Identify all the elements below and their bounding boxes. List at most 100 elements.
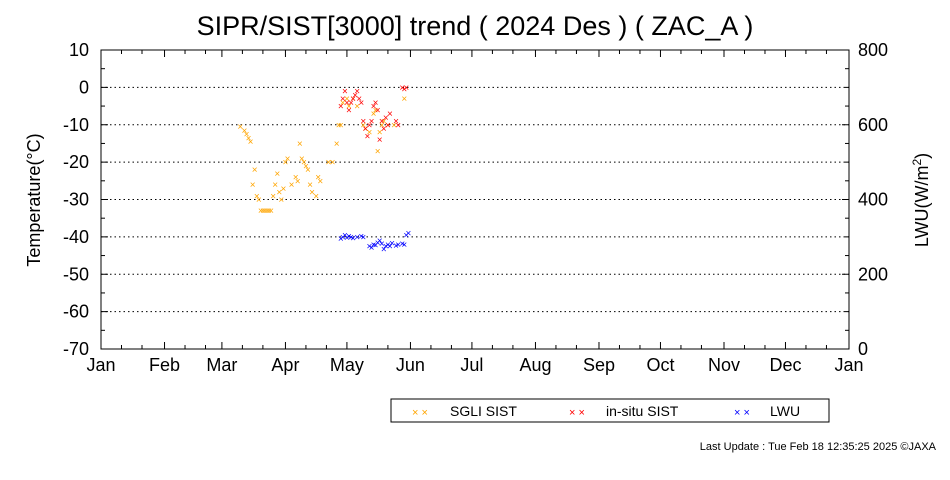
lwu-point: × (348, 232, 354, 243)
sgli-sist-point: × (350, 94, 356, 105)
lwu-point: × (379, 239, 385, 250)
sgli-sist-point: × (293, 173, 299, 184)
lwu-point: × (375, 238, 381, 249)
sgli-sist-point: × (336, 120, 342, 131)
sgli-sist-point: × (334, 139, 340, 150)
sgli-sist-point: × (338, 120, 344, 131)
insitu-sist-point: × (383, 113, 389, 124)
y-tick-label: -30 (63, 190, 89, 210)
sgli-sist-point: × (379, 120, 385, 131)
lwu-point: × (381, 244, 387, 255)
x-tick-label: Jun (396, 355, 425, 375)
sgli-sist-point: × (371, 109, 377, 120)
insitu-sist-point: × (379, 117, 385, 128)
sgli-sist-point: × (248, 137, 254, 148)
insitu-sist-point: × (375, 105, 381, 116)
lwu-point: × (385, 240, 391, 251)
y2-axis-label-sup: 2 (910, 159, 924, 166)
sgli-sist-point: × (276, 188, 282, 199)
y2-tick-label: 400 (858, 190, 888, 210)
insitu-sist-point: × (393, 117, 399, 128)
sgli-sist-point: × (274, 169, 280, 180)
lwu-point: × (401, 240, 407, 251)
x-tick-label: Jan (86, 355, 115, 375)
lwu-point: × (405, 229, 411, 240)
insitu-sist-point: × (401, 85, 407, 96)
y-tick-label: -60 (63, 302, 89, 322)
y-axis-label: Temperature(°C) (24, 133, 44, 266)
legend: × × SGLI SIST × × in-situ SIST × × LWU (390, 398, 830, 423)
sgli-sist-point: × (313, 191, 319, 202)
sgli-sist-point: × (237, 122, 243, 133)
chart-title: SIPR/SIST[3000] trend ( 2024 Des ) ( ZAC… (197, 11, 754, 41)
insitu-sist-point: × (385, 120, 391, 131)
insitu-sist-point: × (381, 124, 387, 135)
insitu-sist-point: × (371, 102, 377, 113)
insitu-sist-point: × (367, 120, 373, 131)
y2-axis-label-suffix: ) (912, 153, 932, 159)
x-tick-label: Aug (519, 355, 551, 375)
sgli-sist-point: × (354, 102, 360, 113)
sgli-sist-point: × (270, 191, 276, 202)
lwu-point: × (360, 233, 366, 244)
lwu-point: × (383, 242, 389, 253)
legend-marker-sgli: × × (412, 407, 428, 419)
lwu-point: × (389, 239, 395, 250)
x-tick-label: Mar (206, 355, 237, 375)
lwu-point: × (342, 231, 348, 242)
sgli-sist-point: × (301, 158, 307, 169)
y-tick-label: -40 (63, 227, 89, 247)
insitu-sist-point: × (338, 102, 344, 113)
insitu-sist-point: × (342, 87, 348, 98)
y-axis-tick-labels: 10 0 -10 -20 -30 -40 -50 -60 -70 (63, 40, 89, 359)
sgli-sist-point: × (385, 120, 391, 131)
insitu-sist-point: × (348, 98, 354, 109)
x-tick-label: Dec (769, 355, 801, 375)
y2-tick-label: 0 (858, 339, 868, 359)
grid (101, 86, 849, 313)
x-tick-label: May (330, 355, 364, 375)
x-tick-label: Feb (149, 355, 180, 375)
lwu-point: × (338, 234, 344, 245)
sgli-sist-point: × (360, 120, 366, 131)
sgli-sist-point: × (280, 184, 286, 195)
lwu-point: × (354, 232, 360, 243)
insitu-sist-point: × (360, 117, 366, 128)
x-tick-label: Jan (834, 355, 863, 375)
x-axis-tick-labels: Jan Feb Mar Apr May Jun Jul Aug Sep Oct Nov Dec Jan (86, 355, 863, 375)
sgli-sist-point: × (375, 146, 381, 157)
insitu-sist-point: × (387, 109, 393, 120)
lwu-point: × (403, 231, 409, 242)
sgli-sist-point: × (262, 206, 268, 217)
insitu-sist-point: × (364, 131, 370, 142)
sgli-sist-point: × (305, 165, 311, 176)
sgli-sist-point: × (242, 126, 248, 137)
insitu-sist-point: × (358, 98, 364, 109)
insitu-sist-point: × (369, 117, 375, 128)
insitu-sist-point: × (344, 98, 350, 109)
insitu-sist-point: × (362, 124, 368, 135)
lwu-point: × (393, 241, 399, 252)
data-points: ××××××××××××××××××××××××××××××××××××××××… (237, 83, 411, 255)
y-tick-label: -70 (63, 339, 89, 359)
lwu-point: × (340, 232, 346, 243)
lwu-point: × (369, 243, 375, 254)
insitu-sist-point: × (352, 90, 358, 101)
y-tick-label: -10 (63, 115, 89, 135)
sgli-sist-point: × (246, 133, 252, 144)
insitu-sist-point: × (377, 135, 383, 146)
sgli-sist-point: × (250, 180, 256, 191)
sgli-sist-point: × (256, 195, 262, 206)
sgli-sist-point: × (346, 102, 352, 113)
legend-label-insitu: in-situ SIST (606, 403, 679, 419)
axis-ticks (100, 49, 850, 350)
sgli-sist-point: × (373, 105, 379, 116)
sgli-sist-point: × (278, 195, 284, 206)
insitu-sist-point: × (395, 120, 401, 131)
lwu-point: × (377, 236, 383, 247)
x-tick-label: Jul (460, 355, 483, 375)
insitu-sist-point: × (346, 105, 352, 116)
sgli-sist-point: × (295, 176, 301, 187)
sgli-sist-point: × (272, 180, 278, 191)
